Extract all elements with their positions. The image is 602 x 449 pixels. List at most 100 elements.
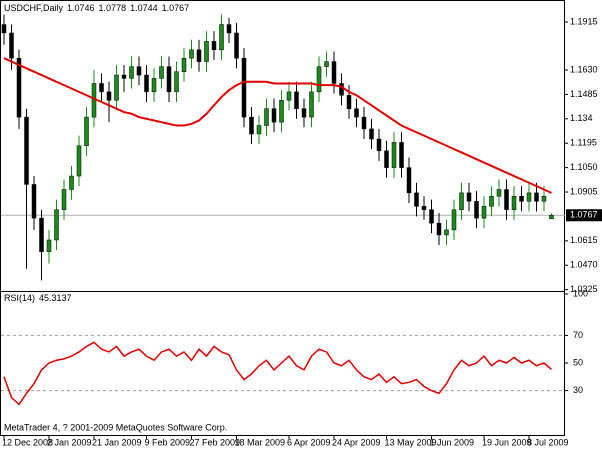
candle-body (346, 94, 352, 109)
candle-body (121, 74, 127, 79)
candle-body (1, 24, 7, 34)
x-tick-label: 12 Dec 2008 (2, 437, 53, 447)
candle-body (256, 125, 262, 135)
candle-body (376, 138, 382, 152)
y-tick-label: 1.1915 (570, 16, 598, 26)
candle-body (9, 32, 14, 59)
candle-body (519, 195, 524, 202)
candle-body (301, 108, 307, 118)
candle-body (106, 91, 112, 101)
candle-body (541, 195, 547, 202)
rsi-panel (0, 291, 565, 436)
x-tick-label: 27 Feb 2009 (190, 437, 241, 447)
candle-body (549, 215, 554, 220)
candle-body (444, 229, 449, 236)
candle-body (136, 66, 142, 76)
candle-body (534, 192, 539, 202)
candle-body (294, 91, 299, 109)
current-price-label: 1.0767 (570, 210, 598, 220)
candle-body (181, 57, 187, 72)
candle-body (114, 74, 119, 101)
candle-body (219, 24, 224, 51)
candle-body (166, 66, 172, 93)
x-tick-label: 18 Mar 2009 (235, 437, 286, 447)
candle-body (39, 217, 44, 253)
candle-body (354, 108, 359, 118)
candle-body (391, 142, 397, 168)
candle-body (286, 91, 292, 101)
candle-body (451, 209, 457, 231)
candle-body (466, 192, 472, 202)
candle-body (361, 116, 367, 130)
candle-body (481, 206, 487, 219)
candle-body (324, 61, 329, 67)
candle-body (489, 195, 494, 207)
candle-body (429, 209, 434, 224)
candle-body (69, 175, 74, 190)
rsi-value: 45.3137 (39, 293, 72, 303)
x-tick-label: 21 Jan 2009 (92, 437, 142, 447)
candle-body (264, 108, 269, 126)
candle-body (234, 32, 239, 59)
candle-body (339, 83, 344, 96)
candle-body (459, 192, 464, 210)
open-value: 1.0746 (67, 3, 95, 13)
candle-body (189, 49, 194, 59)
candle-body (241, 57, 247, 118)
x-tick-label: 24 Apr 2009 (332, 437, 381, 447)
x-tick-label: 2 Jan 2009 (47, 437, 92, 447)
candle-body (31, 184, 37, 219)
candle-body (421, 206, 427, 210)
candle-body (511, 195, 517, 210)
candle-body (279, 100, 284, 123)
y-tick-label: 1.1630 (570, 64, 598, 74)
candle-body (54, 209, 59, 241)
candle-body (61, 189, 67, 210)
x-tick-label: 19 Jun 2009 (482, 437, 532, 447)
footer: MetaTrader 4, ? 2001-2009 MetaQuotes Sof… (4, 422, 227, 432)
candle-body (84, 116, 89, 146)
y-tick-label: 1.0905 (570, 186, 598, 196)
close-value: 1.0767 (162, 3, 190, 13)
rsi-header: RSI(14) 45.3137 (4, 293, 72, 303)
y-tick-label: 1.0325 (570, 284, 598, 294)
x-tick-label: 13 May 2009 (385, 437, 437, 447)
candle-body (271, 108, 277, 123)
symbol: USDCHF,Daily (4, 3, 64, 13)
candle-body (159, 66, 164, 79)
candle-body (331, 61, 337, 84)
y-tick-label: 1.134 (570, 113, 593, 123)
candle-body (129, 66, 134, 79)
candle-body (249, 116, 254, 135)
price-header: USDCHF,Daily 1.0746 1.0778 1.0744 1.0767 (4, 3, 189, 13)
candle-body (226, 24, 232, 34)
y-tick-label: 30 (573, 385, 583, 395)
y-tick-label: 1.1195 (570, 138, 597, 148)
y-tick-label: 1.0615 (570, 235, 598, 245)
candle-body (46, 239, 52, 253)
candle-body (316, 66, 322, 93)
candle-body (211, 41, 217, 51)
rsi-name: RSI(14) (4, 293, 35, 303)
candle-body (76, 145, 82, 177)
candle-body (309, 91, 314, 118)
candle-body (151, 78, 157, 93)
y-tick-label: 1.0470 (570, 260, 598, 270)
candle-body (16, 57, 22, 118)
candle-body (196, 49, 202, 62)
y-tick-label: 50 (573, 357, 583, 367)
rsi-line (3, 341, 552, 406)
candle-body (474, 201, 479, 219)
candle-body (24, 116, 29, 185)
candle-body (496, 189, 502, 197)
x-tick-label: 8 Jul 2009 (527, 437, 569, 447)
candle-body (414, 192, 419, 207)
candle-body (406, 167, 412, 194)
y-tick-label: 100 (573, 288, 588, 298)
candle-body (144, 74, 149, 93)
y-tick-label: 1.1050 (570, 162, 598, 172)
y-tick-label: 70 (573, 330, 583, 340)
candle-body (99, 83, 104, 93)
candle-body (526, 192, 532, 202)
